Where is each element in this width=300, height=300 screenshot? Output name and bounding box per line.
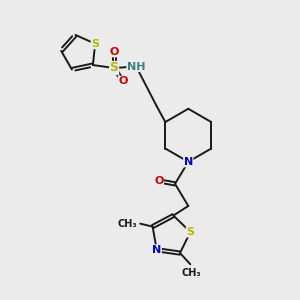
Text: CH₃: CH₃ [117,219,137,229]
Text: N: N [184,157,193,167]
Text: S: S [91,39,99,49]
Text: N: N [152,245,161,255]
Text: O: O [110,47,119,57]
Text: NH: NH [127,61,146,71]
Text: S: S [186,227,194,237]
Text: O: O [154,176,164,186]
Text: O: O [118,76,128,86]
Text: CH₃: CH₃ [181,268,201,278]
Text: S: S [110,61,118,74]
